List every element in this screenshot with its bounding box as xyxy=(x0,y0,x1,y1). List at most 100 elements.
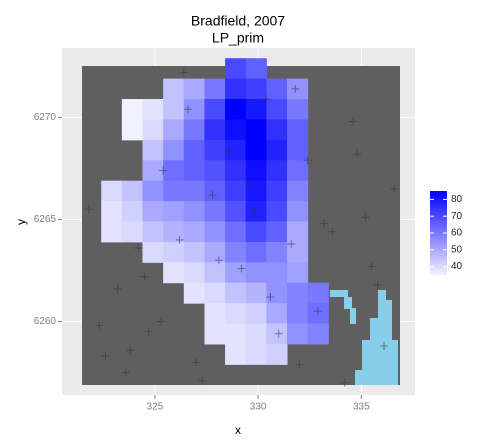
point xyxy=(84,205,93,214)
raster-cell xyxy=(287,201,309,222)
y-tick-label: 6260 xyxy=(34,316,57,327)
legend-label: 50 xyxy=(451,244,463,255)
point xyxy=(134,244,143,253)
raster-cell xyxy=(142,119,164,141)
raster-cell xyxy=(163,99,185,120)
raster-cell xyxy=(163,78,185,100)
raster-cell xyxy=(204,303,226,325)
raster-cell xyxy=(163,180,185,202)
point xyxy=(198,376,207,385)
chart-subtitle: LP_prim xyxy=(212,30,264,46)
raster-cell xyxy=(142,139,164,161)
raster-cell xyxy=(266,160,288,182)
legend-label: 60 xyxy=(451,228,463,239)
raster-cell xyxy=(204,282,226,304)
raster-cell xyxy=(287,323,309,345)
raster-cell xyxy=(225,343,247,365)
raster-cell xyxy=(163,221,185,243)
raster-cell xyxy=(225,180,247,202)
y-axis-label: y xyxy=(14,219,28,225)
point xyxy=(225,146,234,155)
raster-cell xyxy=(287,262,309,284)
raster-cell xyxy=(142,241,164,263)
raster-cell xyxy=(225,99,247,120)
point xyxy=(287,239,296,248)
raster-cell xyxy=(121,119,144,141)
raster-cell xyxy=(204,180,226,202)
point xyxy=(320,219,329,228)
raster-cell xyxy=(204,201,226,222)
colorbar xyxy=(430,191,447,275)
raster-cell xyxy=(287,303,309,325)
raster-cell xyxy=(307,323,329,345)
point xyxy=(214,256,223,265)
point xyxy=(303,156,312,165)
x-tick-label: 325 xyxy=(147,402,164,413)
raster-cell xyxy=(142,180,164,202)
raster-cell xyxy=(245,221,267,243)
point xyxy=(373,280,382,289)
raster-cell xyxy=(266,99,288,120)
raster-cell xyxy=(266,119,288,141)
point xyxy=(192,358,201,367)
x-tick-label: 335 xyxy=(353,402,370,413)
point xyxy=(113,284,122,293)
point xyxy=(313,307,322,316)
raster-cell xyxy=(225,201,247,222)
point xyxy=(328,227,337,236)
raster-cell xyxy=(245,99,267,120)
raster-cell xyxy=(183,201,205,222)
raster-cell xyxy=(245,160,267,182)
point xyxy=(262,95,271,104)
raster-cell xyxy=(183,262,205,284)
point xyxy=(367,262,376,271)
raster-cell xyxy=(287,99,309,120)
raster-cell xyxy=(121,99,144,120)
raster-cell xyxy=(287,241,309,263)
point xyxy=(274,329,283,338)
raster-cell xyxy=(204,160,226,182)
raster-cell xyxy=(204,221,226,243)
point xyxy=(349,117,358,126)
raster-cell xyxy=(142,160,164,182)
raster-cell xyxy=(287,119,309,141)
raster-cell xyxy=(101,221,123,243)
raster-cell xyxy=(225,119,247,141)
point xyxy=(175,235,184,244)
raster-cell xyxy=(287,221,309,243)
point xyxy=(249,209,258,218)
raster-cell xyxy=(183,78,205,100)
raster-cell xyxy=(183,99,205,120)
raster-cell xyxy=(183,282,205,304)
water xyxy=(330,290,398,385)
raster-cell xyxy=(163,241,185,263)
point xyxy=(126,346,135,355)
x-axis-label: x xyxy=(235,423,241,437)
raster-cell xyxy=(142,221,164,243)
raster-cell xyxy=(163,119,185,141)
raster-cell xyxy=(225,241,247,263)
chart-title: Bradfield, 2007 xyxy=(191,13,285,29)
point xyxy=(295,360,304,369)
raster-cell xyxy=(266,343,288,365)
raster-cell xyxy=(266,282,288,304)
raster-cell xyxy=(225,58,247,80)
raster-cell xyxy=(204,139,226,161)
point xyxy=(208,190,217,199)
raster-cell xyxy=(245,78,267,100)
raster-cell xyxy=(101,201,123,222)
raster-cell xyxy=(204,323,226,345)
raster-cell xyxy=(245,323,267,345)
raster-cell xyxy=(287,282,309,304)
raster-cell xyxy=(142,201,164,222)
raster-cell xyxy=(307,282,329,304)
raster-cell xyxy=(163,139,185,161)
point xyxy=(179,68,188,77)
point xyxy=(390,184,399,193)
raster-cell xyxy=(101,180,123,202)
raster-cell xyxy=(245,262,267,284)
point xyxy=(237,264,246,273)
raster-cell xyxy=(266,241,288,263)
point xyxy=(157,317,166,326)
legend-label: 80 xyxy=(451,194,463,205)
